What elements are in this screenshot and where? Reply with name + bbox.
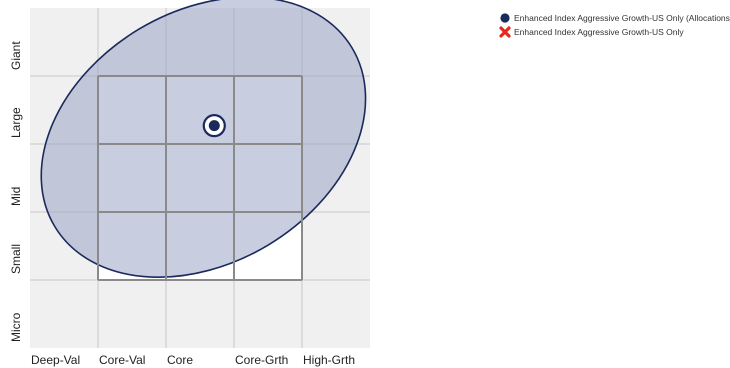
x-tick-labels: Deep-Val Core-Val Core Core-Grth High-Grth (31, 353, 355, 367)
y-tick-label: Mid (9, 187, 23, 206)
y-tick-label: Large (9, 107, 23, 138)
style-box-lines (97, 75, 303, 281)
x-tick-label: Core (167, 353, 193, 367)
x-tick-label: Core-Grth (235, 353, 288, 367)
legend-entry: Enhanced Index Aggressive Growth-US Only… (500, 13, 730, 23)
legend-entry: Enhanced Index Aggressive Growth-US Only (499, 26, 684, 38)
ownership-zone-ellipse (40, 0, 367, 279)
legend-circle-icon (500, 13, 510, 23)
y-tick-label: Micro (9, 312, 23, 342)
legend-label: Enhanced Index Aggressive Growth-US Only… (514, 13, 730, 23)
y-tick-label: Giant (9, 41, 23, 70)
y-tick-labels: Micro Small Mid Large Giant (9, 41, 23, 342)
allocation-point (208, 120, 220, 132)
legend-x-icon (499, 26, 511, 38)
y-tick-label: Small (9, 244, 23, 274)
x-tick-label: Core-Val (99, 353, 145, 367)
legend: Enhanced Index Aggressive Growth-US Only… (499, 13, 730, 38)
x-tick-label: High-Grth (303, 353, 355, 367)
legend-label: Enhanced Index Aggressive Growth-US Only (514, 27, 684, 37)
x-tick-label: Deep-Val (31, 353, 80, 367)
ownership-zone-layer (40, 0, 367, 279)
data-points (202, 114, 226, 138)
